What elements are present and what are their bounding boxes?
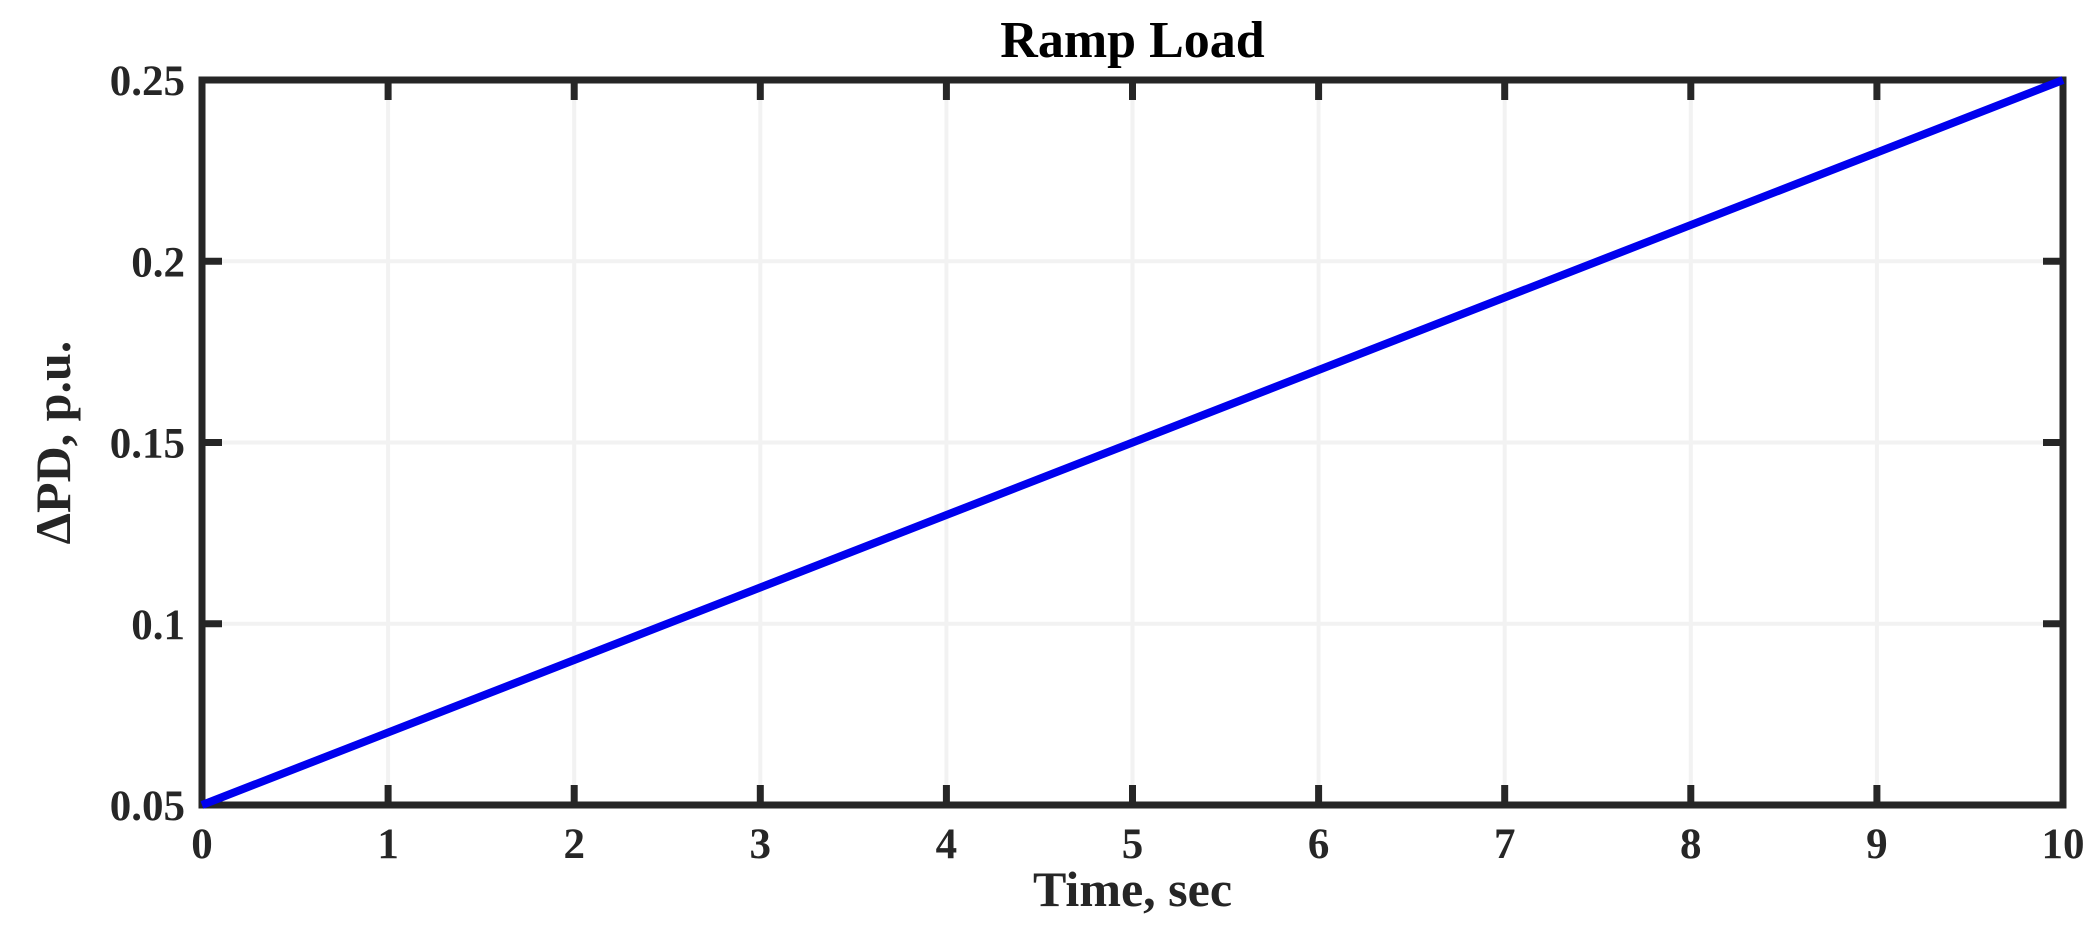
ramp-load-line — [200, 76, 2065, 809]
y-tick-labels: 0.05 0.1 0.15 0.2 0.25 — [110, 58, 185, 830]
x-tick-label: 10 — [2042, 821, 2085, 868]
data-series — [200, 76, 2065, 809]
x-tick-label: 7 — [1494, 821, 1516, 868]
x-tick-label: 1 — [377, 821, 399, 868]
x-tick-label: 2 — [563, 821, 585, 868]
x-tick-label: 0 — [191, 821, 213, 868]
y-tick-label: 0.1 — [131, 602, 185, 649]
x-axis-label: Time, sec — [1033, 861, 1232, 917]
y-tick-label: 0.25 — [110, 58, 185, 105]
y-axis-label: ΔPD, p.u. — [25, 341, 81, 545]
x-tick-label: 8 — [1680, 821, 1702, 868]
y-tick-label: 0.15 — [110, 421, 185, 468]
y-tick-label: 0.05 — [110, 783, 185, 830]
x-tick-label: 3 — [750, 821, 772, 868]
x-tick-label: 4 — [936, 821, 958, 868]
x-tick-labels: 0 1 2 3 4 5 6 7 8 9 10 — [191, 821, 2084, 868]
y-tick-label: 0.2 — [131, 239, 185, 286]
x-tick-label: 9 — [1866, 821, 1888, 868]
x-tick-label: 5 — [1122, 821, 1144, 868]
chart-title: Ramp Load — [1000, 12, 1264, 69]
x-tick-label: 6 — [1308, 821, 1330, 868]
